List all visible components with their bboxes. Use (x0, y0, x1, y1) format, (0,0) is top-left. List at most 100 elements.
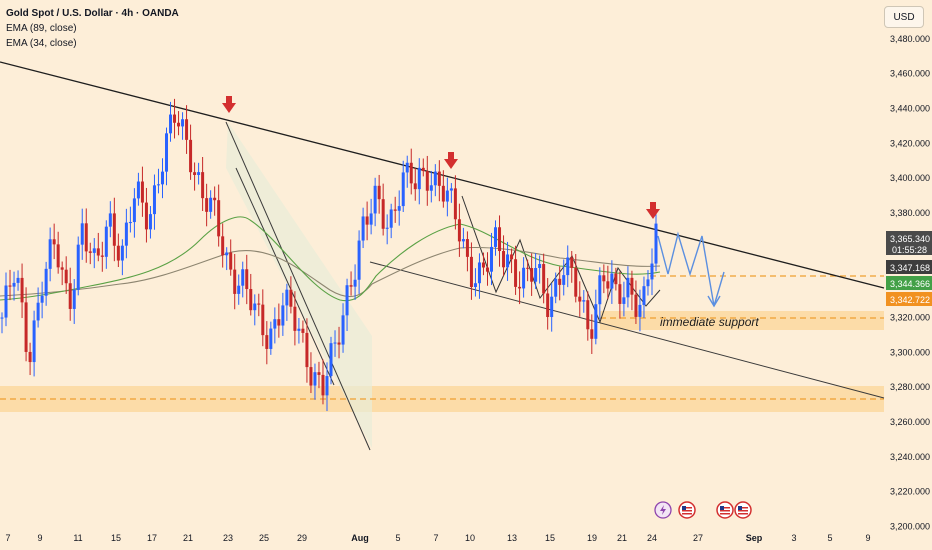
candle-body (558, 278, 562, 285)
candle-body (365, 216, 369, 225)
candle-body (598, 275, 602, 305)
candle-body (361, 216, 365, 241)
candle-body (393, 209, 397, 211)
y-tick-label: 3,420.000 (890, 138, 930, 148)
countdown-label: 01:55:28 (892, 245, 927, 255)
x-tick-label: 9 (37, 533, 42, 543)
candle-body (197, 172, 201, 175)
candle-body (301, 328, 305, 333)
candle-body (20, 277, 24, 303)
us-flag-event-icon-1[interactable] (678, 501, 696, 519)
candle-body (506, 254, 510, 268)
immediate-support-label: immediate support (660, 315, 759, 329)
candle-body (469, 256, 473, 288)
candle-body (502, 251, 506, 268)
candle-body (213, 197, 217, 201)
candle-body (606, 281, 610, 289)
candle-body (237, 285, 241, 294)
candle-body (253, 303, 257, 311)
candle-body (417, 167, 421, 190)
currency-button[interactable]: USD (884, 6, 924, 28)
candle-body (574, 267, 578, 297)
ema34-legend-label[interactable]: EMA (34, close) (6, 38, 77, 49)
candle-body (317, 372, 321, 375)
candle-body (329, 343, 333, 377)
candle-body (265, 335, 269, 349)
ema89-legend-label[interactable]: EMA (89, close) (6, 23, 77, 34)
candle-body (229, 252, 233, 270)
us-flag-event-icon-2[interactable] (716, 501, 734, 519)
candle-body (76, 244, 80, 290)
price-label-box (886, 292, 932, 306)
main-downtrend-line (0, 61, 885, 289)
candle-body (12, 282, 16, 287)
falling-channel-right (235, 167, 335, 386)
price-label-value: 3,342.722 (890, 295, 930, 305)
price-label-value: 3,344.366 (890, 279, 930, 289)
candle-body (566, 257, 570, 276)
candle-body (120, 245, 124, 261)
candle-body (132, 198, 136, 223)
candle-body (385, 227, 389, 229)
candle-body (173, 114, 177, 123)
candle-body (510, 254, 514, 260)
x-axis[interactable]: 7 9 11 15 17 21 23 25 29 Aug 5 7 10 13 15 19 21 24 27 Sep 3 5… (5, 533, 870, 543)
candle-body (413, 183, 417, 190)
candle-body (634, 294, 638, 317)
candle-body (602, 275, 606, 282)
x-tick-label: Sep (746, 533, 763, 543)
candle-body (594, 304, 598, 339)
us-flag-event-icon-3[interactable] (734, 501, 752, 519)
candle-body (293, 306, 297, 331)
red-markers (222, 96, 660, 219)
candle-body (449, 188, 453, 191)
candle-body (249, 289, 253, 311)
candle-body (80, 223, 84, 245)
candle-body (305, 332, 309, 368)
y-tick-label: 3,220.000 (890, 487, 930, 497)
candle-body (465, 239, 469, 257)
x-tick-label: 13 (507, 533, 517, 543)
candle-body (477, 262, 481, 284)
candle-body (654, 223, 658, 264)
x-tick-label: 29 (297, 533, 307, 543)
candle-body (309, 367, 313, 386)
candle-body (570, 257, 574, 268)
candle-body (152, 185, 156, 215)
ema89-line (0, 246, 661, 298)
candle-body (461, 239, 465, 242)
candle-body (112, 213, 116, 246)
candle-body (498, 227, 502, 252)
candle-body (269, 328, 273, 349)
candle-body (88, 251, 92, 253)
x-tick-label: 23 (223, 533, 233, 543)
candle-body (193, 172, 197, 175)
candle-body (217, 200, 221, 237)
candle-body (289, 289, 293, 307)
candle-body (16, 277, 20, 283)
x-tick-label: 7 (5, 533, 10, 543)
y-tick-label: 3,400.000 (890, 173, 930, 183)
candle-body (550, 296, 554, 318)
candle-body (148, 214, 152, 230)
event-icons[interactable] (654, 501, 752, 519)
candle-body (40, 295, 44, 303)
candle-body (201, 172, 205, 199)
candle-body (582, 300, 586, 302)
red-arrow-down-1 (222, 96, 236, 113)
candle-body (321, 374, 325, 396)
lightning-event-icon[interactable] (654, 501, 672, 519)
candle-body (128, 222, 132, 224)
x-tick-label: 7 (433, 533, 438, 543)
candle-body (325, 376, 329, 396)
symbol-title[interactable]: Gold Spot / U.S. Dollar · 4h · OANDA (6, 8, 179, 19)
candle-body (389, 209, 393, 228)
x-tick-label: 5 (827, 533, 832, 543)
falling-channel-shade (226, 122, 372, 448)
candle-body (100, 255, 104, 257)
candle-body (562, 275, 566, 285)
candle-body (429, 185, 433, 191)
candle-body (136, 181, 140, 199)
candle-body (349, 285, 353, 287)
